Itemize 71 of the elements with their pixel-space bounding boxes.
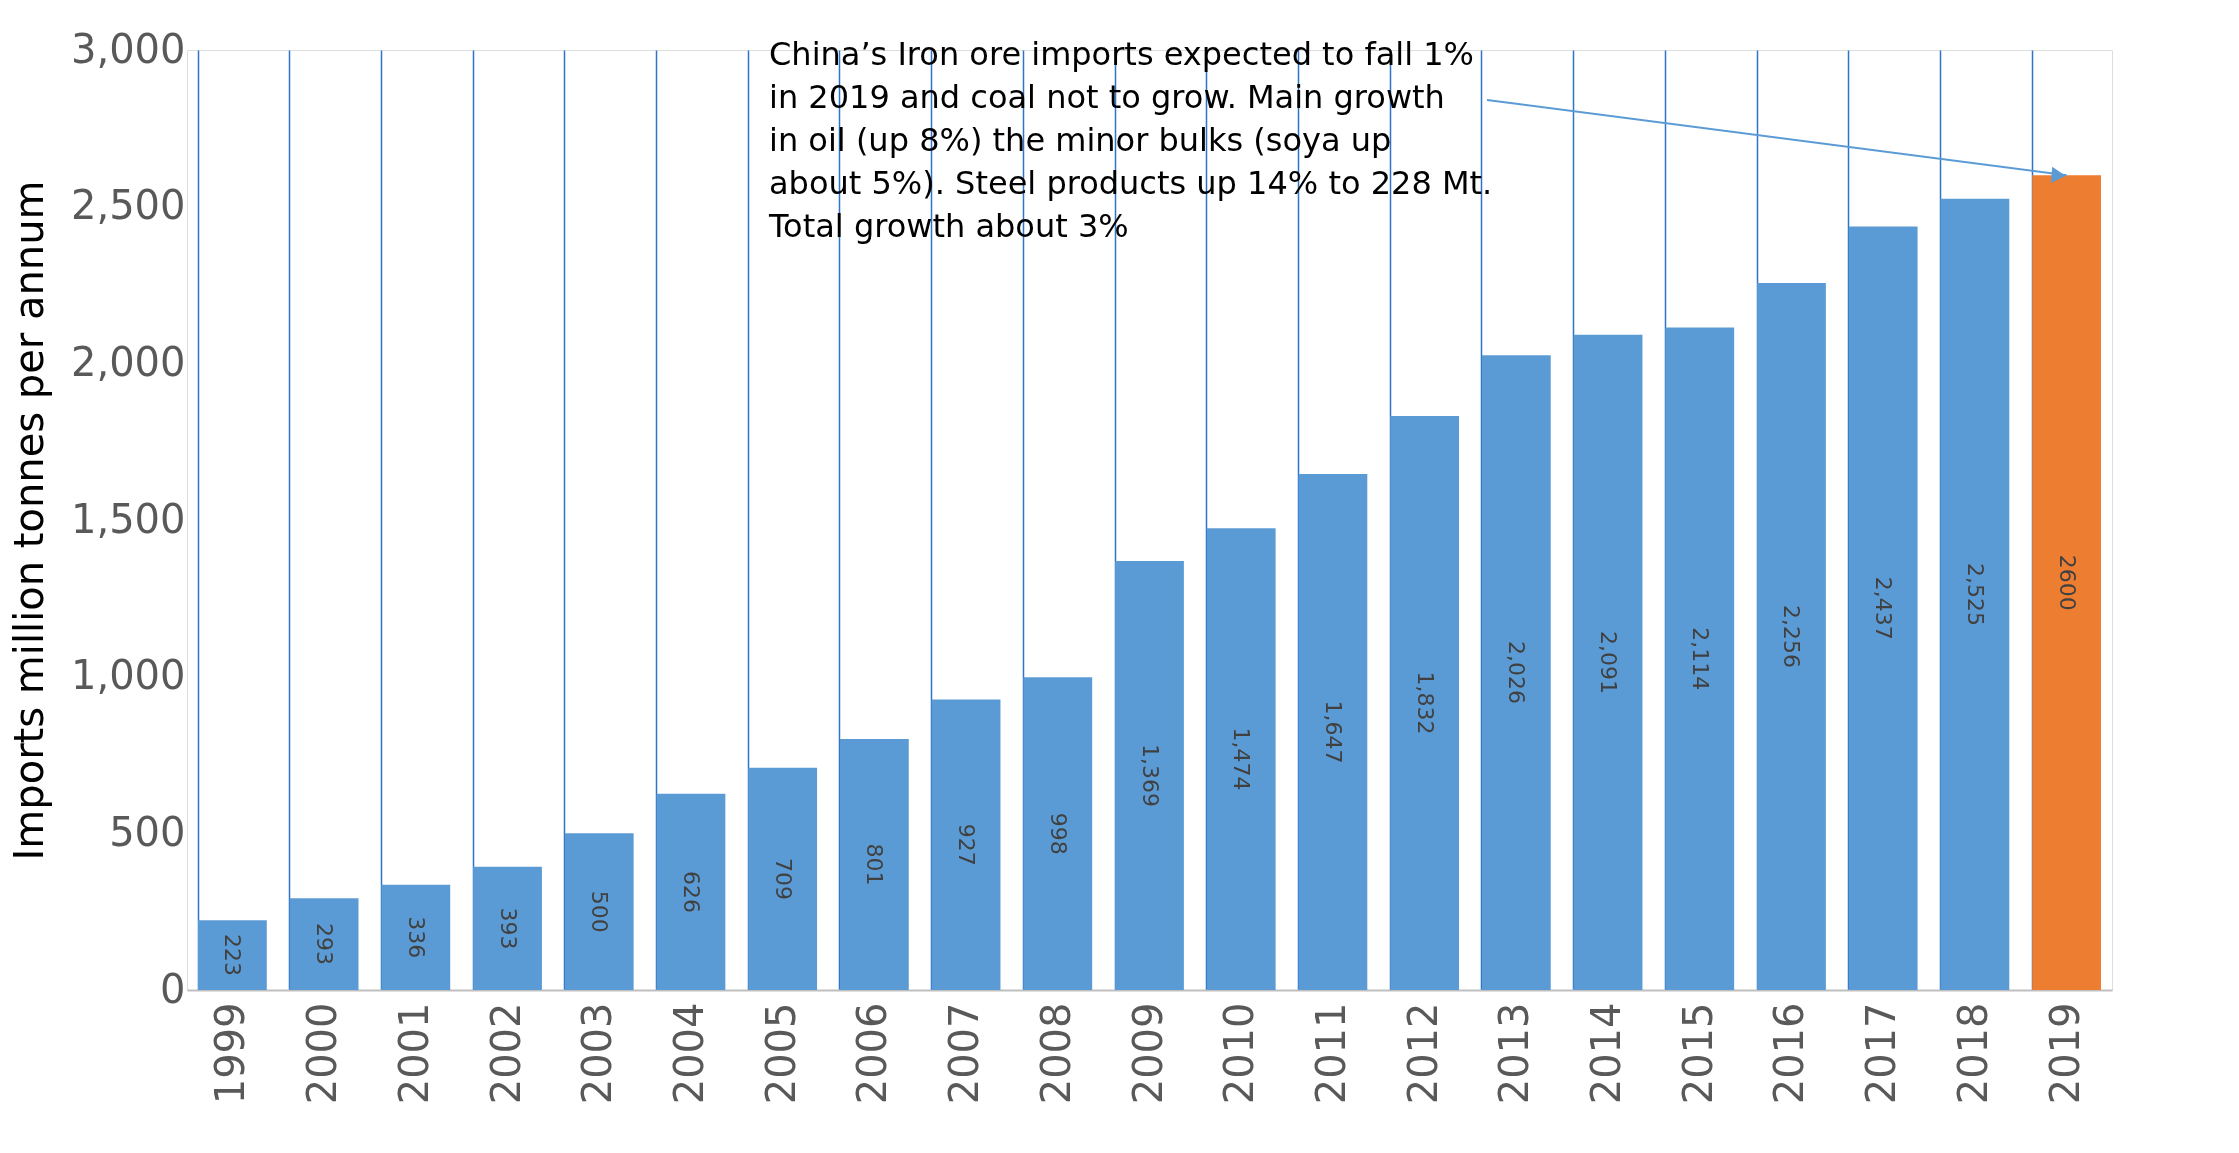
data-label: 293 <box>312 923 338 966</box>
data-label: 2,114 <box>1687 627 1713 691</box>
bar <box>1665 327 1735 990</box>
x-tick-label: 2019 <box>2041 1002 2088 1105</box>
bar <box>1848 226 1918 990</box>
data-label: 2,091 <box>1596 630 1622 694</box>
bar <box>564 833 634 990</box>
bar <box>289 898 359 990</box>
bar <box>656 793 726 990</box>
x-tick-label: 2015 <box>1674 1002 1721 1105</box>
data-label: 998 <box>1045 812 1071 855</box>
bar <box>1115 561 1184 990</box>
data-label: 393 <box>495 907 521 950</box>
x-tick-label: 2008 <box>1032 1002 1079 1105</box>
x-tick-label: 1999 <box>207 1002 254 1105</box>
x-tick-label: 2016 <box>1766 1002 1813 1105</box>
bar <box>931 699 1001 990</box>
data-label: 1,832 <box>1412 671 1438 735</box>
bar <box>1573 334 1643 990</box>
x-tick-label: 2011 <box>1307 1002 1354 1105</box>
data-label: 1,647 <box>1320 700 1346 764</box>
data-label: 709 <box>770 857 796 900</box>
bar <box>748 767 818 990</box>
data-label: 2,525 <box>1962 562 1988 626</box>
data-label: 2600 <box>2054 554 2080 611</box>
bar <box>2032 175 2101 990</box>
x-tick-label: 2006 <box>849 1002 896 1105</box>
x-tick-label: 2002 <box>482 1002 529 1105</box>
y-tick-label: 2,000 <box>70 338 186 385</box>
y-tick-label: 0 <box>160 965 186 1012</box>
x-tick-label: 2009 <box>1124 1002 1171 1105</box>
data-label: 500 <box>587 890 613 933</box>
data-label: 801 <box>862 843 888 886</box>
bar <box>1298 473 1368 990</box>
x-tick-label: 2010 <box>1216 1002 1263 1105</box>
bar <box>473 866 542 990</box>
x-tick-label: 2005 <box>757 1002 804 1105</box>
x-tick-label: 2001 <box>390 1002 437 1105</box>
data-label: 1,474 <box>1229 727 1255 791</box>
data-label: 927 <box>954 823 980 866</box>
data-label: 2,026 <box>1504 641 1530 705</box>
bar <box>1206 528 1276 990</box>
data-label: 1,369 <box>1137 744 1163 808</box>
x-tick-label: 2012 <box>1399 1002 1446 1105</box>
x-tick-label: 2007 <box>941 1002 988 1105</box>
bar <box>1390 415 1460 990</box>
y-tick-label: 500 <box>109 808 186 855</box>
x-tick-label: 2000 <box>299 1002 346 1105</box>
y-axis-title: Imports million tonnes per annum <box>5 180 52 861</box>
y-tick-label: 1,500 <box>70 495 186 542</box>
bar <box>1757 283 1826 990</box>
data-label: 626 <box>678 870 704 913</box>
bar <box>1481 355 1551 990</box>
y-tick-label: 2,500 <box>70 182 186 229</box>
x-tick-label: 2018 <box>1949 1002 1996 1105</box>
x-tick-label: 2014 <box>1583 1002 1630 1105</box>
data-label: 2,437 <box>1871 576 1897 640</box>
data-label: 2,256 <box>1779 605 1805 669</box>
y-tick-label: 1,000 <box>70 652 186 699</box>
data-label: 223 <box>220 934 246 977</box>
x-tick-label: 2004 <box>665 1002 712 1105</box>
bar <box>839 739 909 990</box>
data-label: 336 <box>403 916 429 959</box>
bar <box>1940 198 2010 990</box>
bar <box>1023 677 1093 990</box>
x-tick-label: 2013 <box>1491 1002 1538 1105</box>
bar <box>381 884 451 990</box>
x-tick-label: 2017 <box>1858 1002 1905 1105</box>
y-tick-label: 3,000 <box>70 25 186 72</box>
x-tick-label: 2003 <box>574 1002 621 1105</box>
bar <box>198 920 267 990</box>
